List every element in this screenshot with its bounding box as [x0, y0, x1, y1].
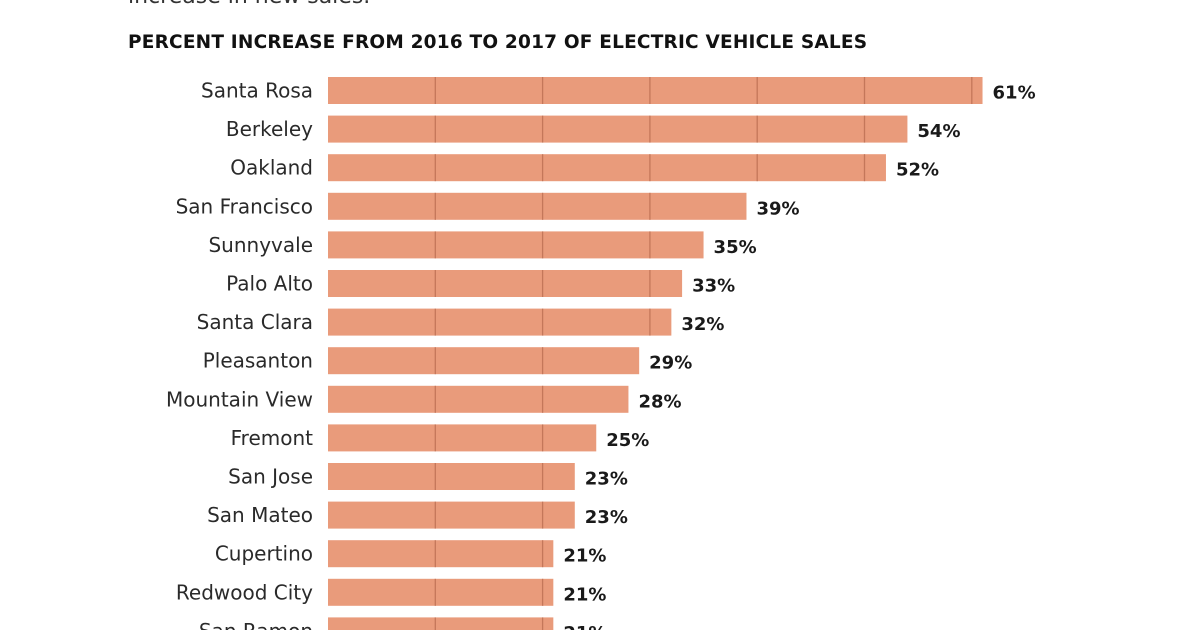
category-label: Sunnyvale — [208, 233, 313, 257]
chart-title: PERCENT INCREASE FROM 2016 TO 2017 OF EL… — [128, 32, 868, 53]
bar — [328, 77, 983, 104]
bar — [328, 231, 704, 259]
bar — [328, 578, 554, 606]
value-label: 33% — [692, 276, 735, 297]
value-label: 23% — [585, 507, 628, 528]
value-label: 23% — [585, 469, 628, 490]
category-label: Mountain View — [166, 387, 313, 411]
category-label: Fremont — [231, 426, 314, 450]
bar — [328, 115, 908, 143]
value-label: 35% — [714, 237, 757, 258]
bar — [328, 192, 747, 220]
category-label: Santa Clara — [197, 310, 313, 334]
value-label: 32% — [681, 314, 724, 335]
bar — [328, 463, 575, 490]
category-label: Oakland — [230, 156, 313, 180]
value-label: 21% — [563, 584, 606, 605]
value-label: 29% — [649, 353, 692, 374]
value-label: 52% — [896, 160, 939, 181]
category-label: San Jose — [228, 465, 313, 489]
bar — [328, 385, 629, 413]
intro-text: increase in new sales. — [128, 0, 370, 9]
bar — [328, 501, 575, 529]
bar — [328, 154, 886, 182]
category-label: Pleasanton — [203, 349, 313, 373]
category-label: San Mateo — [207, 503, 313, 527]
bar — [328, 347, 640, 375]
value-label: 28% — [638, 391, 681, 412]
value-label: 61% — [993, 83, 1036, 104]
category-label: San Ramon — [199, 619, 313, 630]
category-label: Berkeley — [226, 117, 313, 141]
bar — [328, 270, 683, 297]
category-label: Cupertino — [215, 542, 313, 566]
bar — [328, 540, 554, 568]
category-label: Santa Rosa — [201, 79, 313, 103]
value-label: 25% — [606, 430, 649, 451]
bar — [328, 617, 554, 630]
value-label: 54% — [917, 121, 960, 142]
category-label: Redwood City — [176, 580, 313, 604]
category-label: San Francisco — [176, 194, 313, 218]
category-label: Palo Alto — [226, 272, 313, 296]
bar — [328, 424, 597, 452]
value-label: 39% — [756, 198, 799, 219]
bar — [328, 308, 672, 336]
value-label: 21% — [563, 546, 606, 567]
value-label: 21% — [563, 623, 606, 630]
